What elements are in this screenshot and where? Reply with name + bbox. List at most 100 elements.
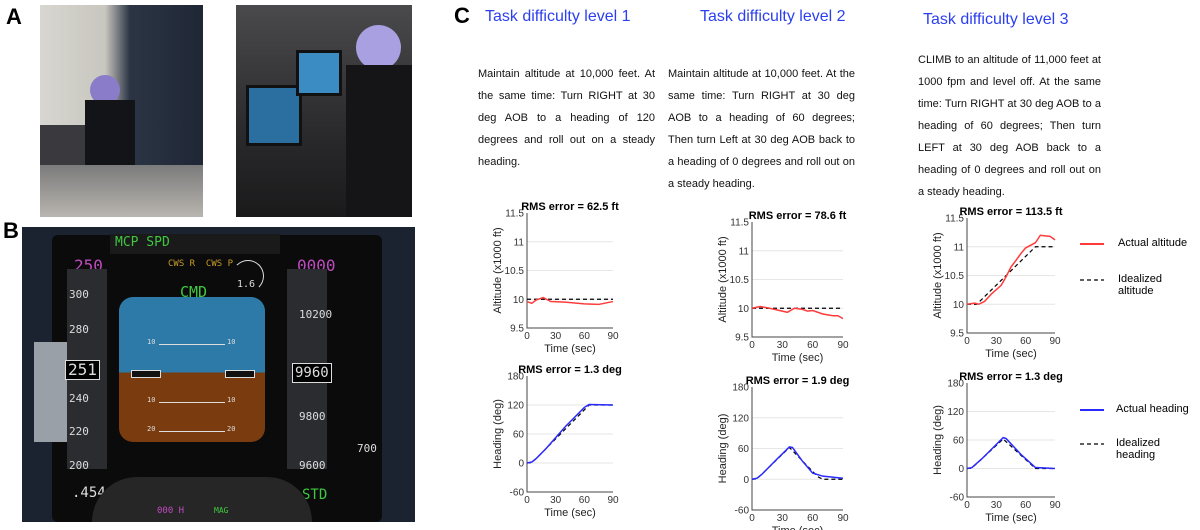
x-tick-label: 30 xyxy=(991,336,1003,347)
x-tick-label: 90 xyxy=(837,340,849,351)
x-tick-label: 60 xyxy=(1020,336,1032,347)
pitch-label: 10 xyxy=(147,396,156,404)
y-tick-label: 120 xyxy=(732,413,749,424)
y-tick-label: 10 xyxy=(953,300,965,311)
actual-series-line xyxy=(751,305,844,320)
x-axis-label: Time (sec) xyxy=(985,348,1037,360)
x-tick-label: 60 xyxy=(1020,500,1032,511)
y-axis-label: Heading (deg) xyxy=(932,405,944,475)
x-tick-label: 30 xyxy=(777,340,789,351)
actual-series-line xyxy=(526,403,614,464)
axes xyxy=(526,376,613,493)
y-axis-label: Heading (deg) xyxy=(492,399,504,469)
mcp-spd-annunciator: MCP SPD xyxy=(115,235,170,250)
y-tick-label: 10 xyxy=(513,295,525,306)
x-tick-label: 30 xyxy=(991,500,1003,511)
chart-5: 9.5 10 10.5 11 11.5 0 30 60 90 RMS error = 113.5 … xyxy=(932,206,1063,360)
cws-annunciator: CWS R CWS P xyxy=(168,259,234,269)
axes xyxy=(751,222,843,338)
chart-3: 9.5 10 10.5 11 11.5 0 30 60 90 RMS error = 78.6 f… xyxy=(717,210,849,364)
panel-label-a: A xyxy=(6,4,22,29)
legend-idealized-heading: Idealized heading xyxy=(1116,437,1161,461)
pitch-label: 10 xyxy=(227,338,236,346)
x-axis-label: Time (sec) xyxy=(544,507,596,519)
level-2-title: Task difficulty level 2 xyxy=(700,8,846,25)
x-tick-label: 30 xyxy=(550,495,562,506)
chart-title: RMS error = 78.6 ft xyxy=(749,210,847,222)
y-tick-label: 10 xyxy=(738,304,750,315)
y-tick-label: 60 xyxy=(953,436,965,447)
level-3-title: Task difficulty level 3 xyxy=(923,11,1069,28)
x-tick-label: 0 xyxy=(964,336,970,347)
y-tick-label: 11 xyxy=(514,237,525,248)
x-tick-label: 0 xyxy=(524,495,530,506)
y-tick-label: 11 xyxy=(739,246,750,257)
y-tick-label: 180 xyxy=(507,372,524,383)
x-tick-label: 30 xyxy=(777,513,789,524)
y-tick-label: 120 xyxy=(507,401,524,412)
current-speed-box: 251 xyxy=(65,360,100,381)
x-tick-label: 60 xyxy=(807,513,819,524)
selected-heading: 000 H xyxy=(157,506,185,516)
chart-title: RMS error = 1.3 deg xyxy=(518,364,622,376)
x-tick-label: 0 xyxy=(749,513,755,524)
level-2-instructions: Maintain altitude at 10,000 feet. At the… xyxy=(668,68,855,190)
y-tick-label: 9.5 xyxy=(735,333,749,344)
altitude-legend-swatches xyxy=(1080,243,1104,281)
cmd-annunciator: CMD xyxy=(180,283,208,301)
axes xyxy=(966,383,1055,498)
chart-title: RMS error = 1.3 deg xyxy=(959,371,1063,383)
y-tick-label: 10.5 xyxy=(505,266,525,277)
altitude-tick: 9600 xyxy=(299,459,326,472)
legend-actual-altitude: Actual altitude xyxy=(1118,237,1188,249)
speed-tick: 280 xyxy=(69,323,89,336)
actual-series-line xyxy=(966,436,1056,470)
x-axis-label: Time (sec) xyxy=(772,525,824,530)
pitch-label: 10 xyxy=(227,396,236,404)
panel-label-c: C xyxy=(454,3,470,28)
photo-simulator-participant xyxy=(40,5,203,217)
y-tick-label: 0 xyxy=(958,464,964,475)
x-axis-label: Time (sec) xyxy=(544,343,596,355)
altitude-tick: 9800 xyxy=(299,410,326,423)
panel-label-b: B xyxy=(3,218,19,243)
actual-series-line xyxy=(526,296,614,306)
y-axis-label: Altitude (x1000 ft) xyxy=(492,227,504,313)
y-tick-label: 60 xyxy=(513,430,525,441)
x-tick-label: 0 xyxy=(524,331,530,342)
speed-tick: 200 xyxy=(69,459,89,472)
y-axis-label: Altitude (x1000 ft) xyxy=(932,232,944,318)
idealized-series-line xyxy=(751,446,843,480)
y-tick-label: 10.5 xyxy=(730,275,750,286)
y-tick-label: 120 xyxy=(947,407,964,418)
x-tick-label: 90 xyxy=(1049,336,1061,347)
y-tick-label: -60 xyxy=(510,488,525,499)
y-tick-label: 60 xyxy=(738,444,750,455)
x-tick-label: 90 xyxy=(607,331,619,342)
x-tick-label: 90 xyxy=(837,513,849,524)
heading-compass xyxy=(92,477,312,522)
current-altitude-box: 9960 xyxy=(292,363,332,384)
y-tick-label: 11.5 xyxy=(945,214,964,225)
y-tick-label: -60 xyxy=(950,493,965,504)
x-axis-label: Time (sec) xyxy=(985,512,1037,524)
pitch-label: 20 xyxy=(227,425,236,433)
x-tick-label: 60 xyxy=(579,495,591,506)
primary-flight-display: MCP SPD CWS R CWS P 250 0000 CMD 1.6 10 … xyxy=(22,227,415,522)
y-tick-label: 0 xyxy=(743,475,749,486)
y-tick-label: 0 xyxy=(518,459,524,470)
level-1-instructions: Maintain altitude at 10,000 feet. At the… xyxy=(478,68,655,168)
attitude-indicator: 10 10 10 10 20 20 xyxy=(119,297,265,442)
speed-tick: 300 xyxy=(69,288,89,301)
x-axis-label: Time (sec) xyxy=(772,352,824,364)
aircraft-symbol xyxy=(131,370,161,378)
x-tick-label: 0 xyxy=(749,340,755,351)
axes xyxy=(751,387,843,511)
vertical-speed-readout: 700 xyxy=(357,442,377,455)
y-tick-label: 180 xyxy=(732,383,749,394)
y-tick-label: -60 xyxy=(735,506,750,517)
y-tick-label: 10.5 xyxy=(945,271,965,282)
